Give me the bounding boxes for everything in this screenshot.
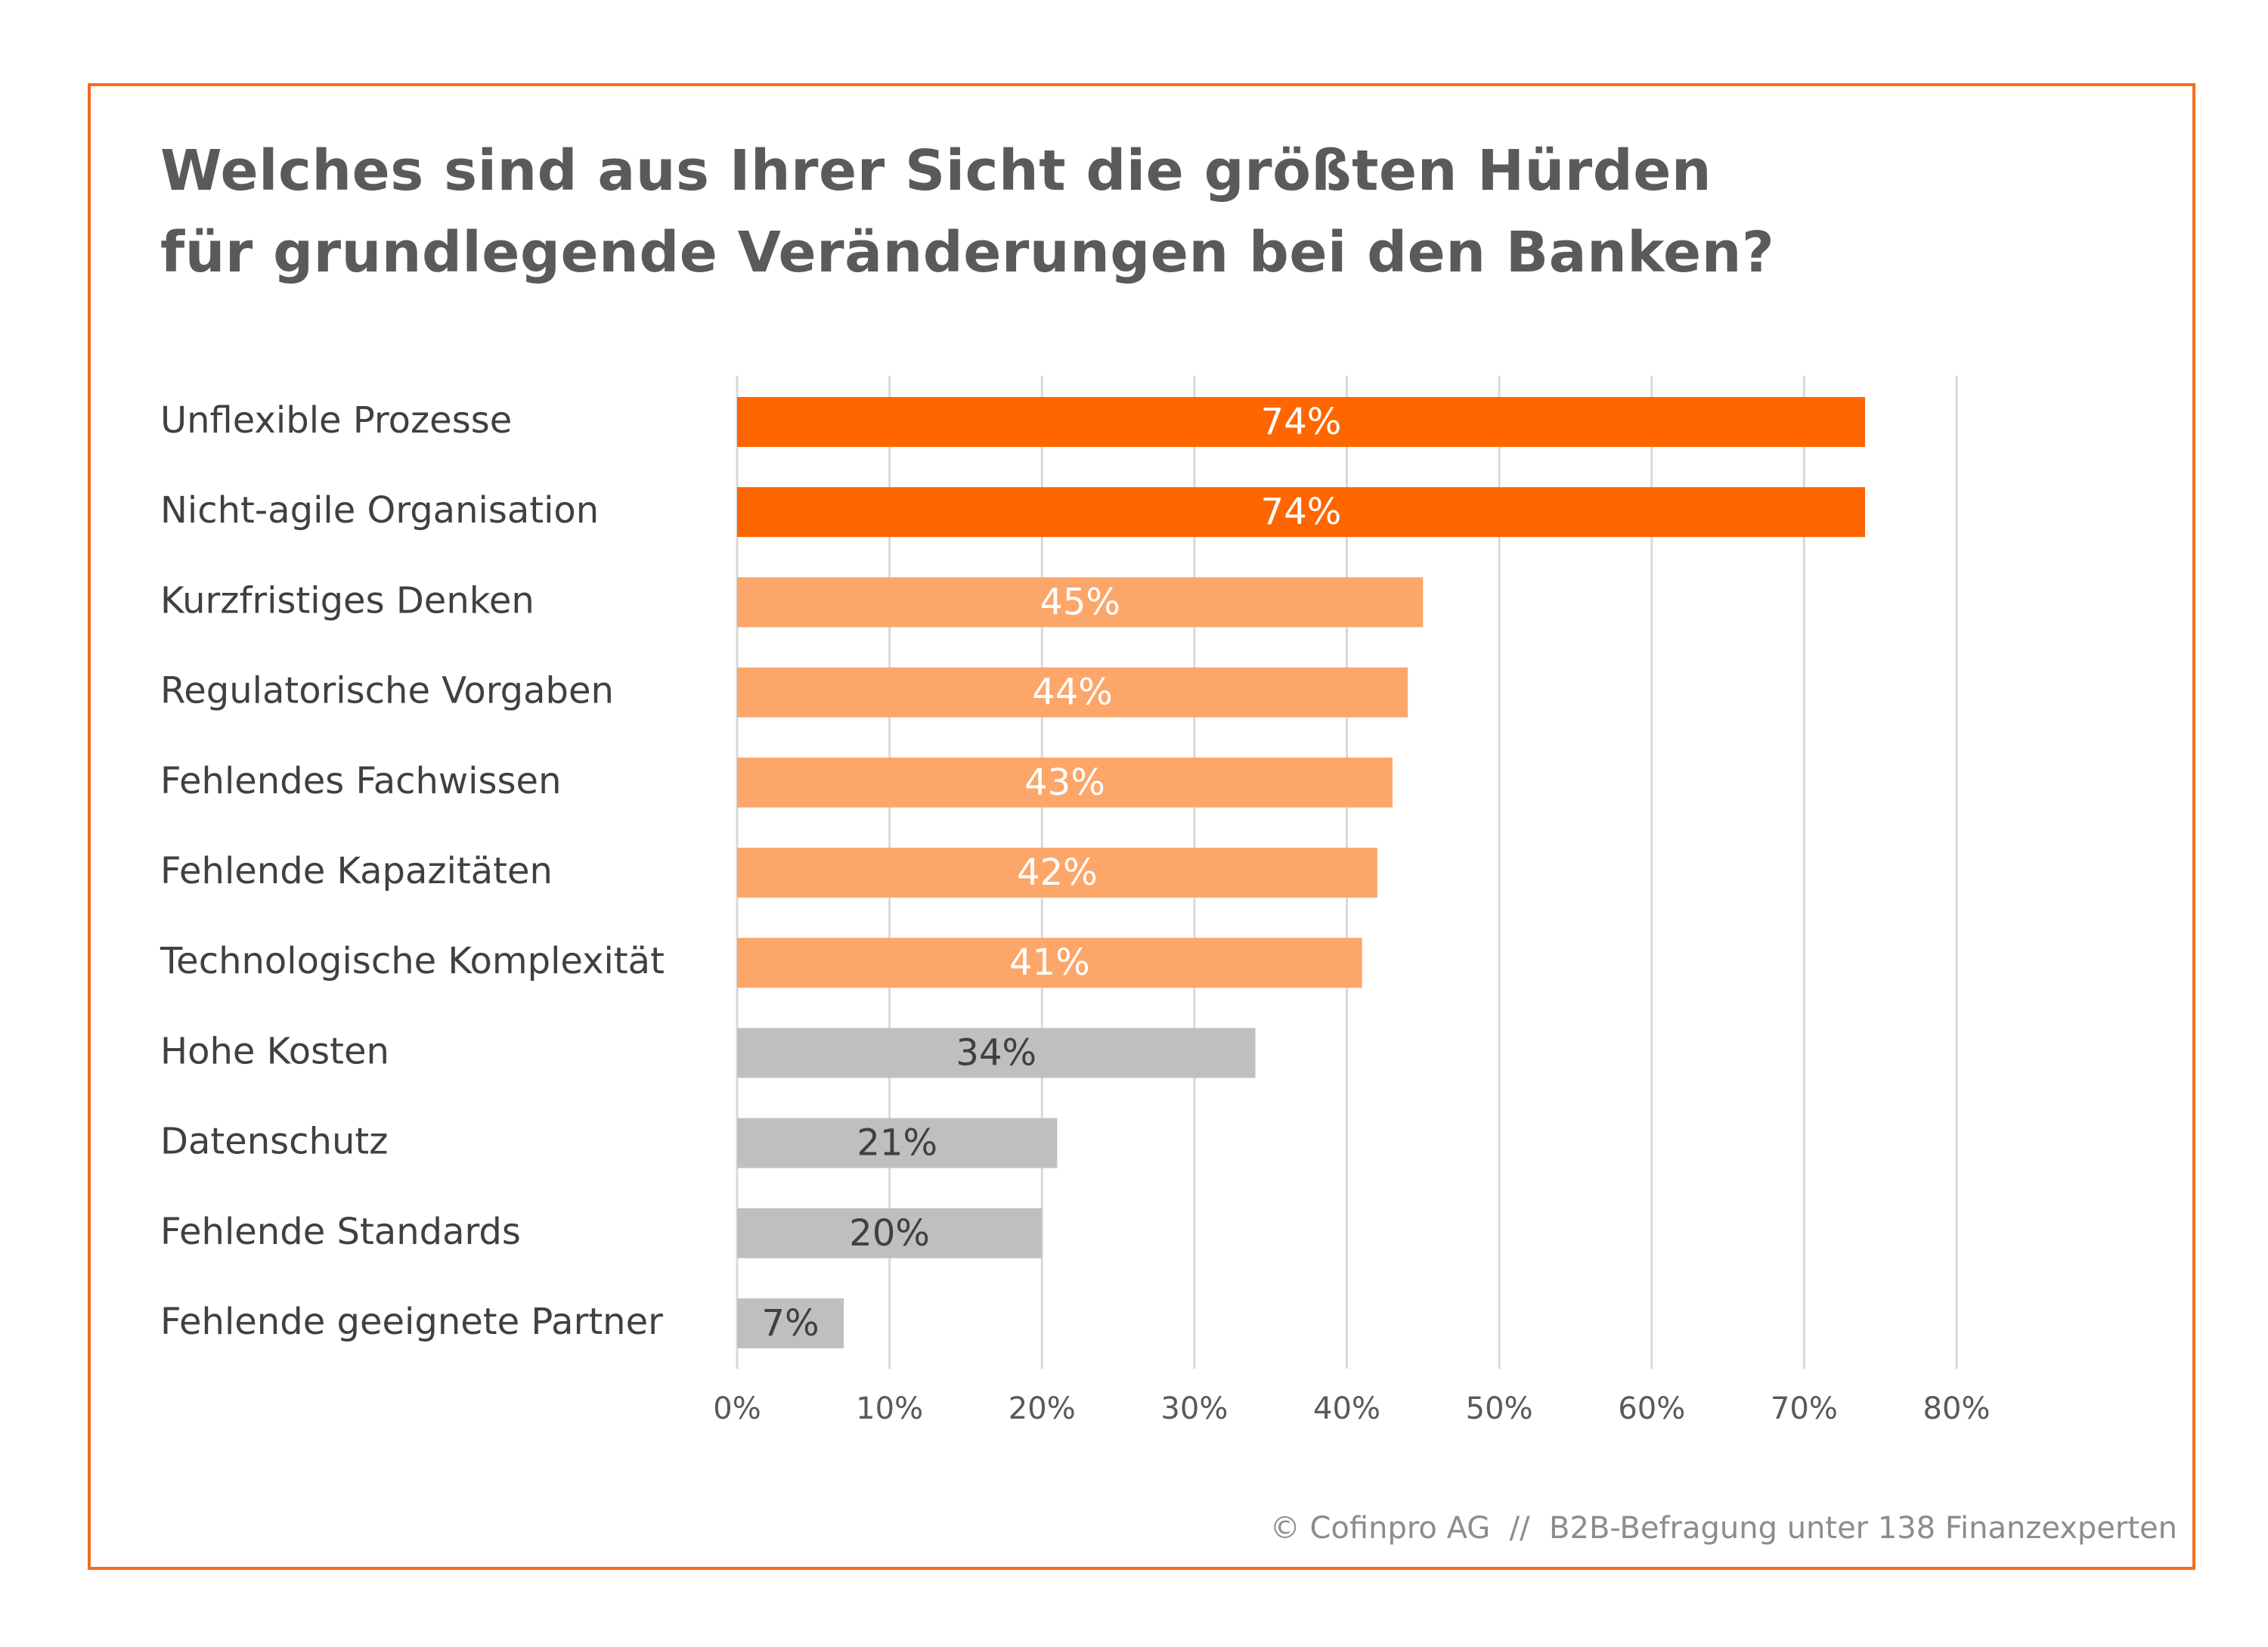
- bar: [737, 938, 1362, 988]
- x-tick-label: 50%: [1466, 1391, 1533, 1426]
- x-tick-label: 30%: [1160, 1391, 1228, 1426]
- x-tick-label: 10%: [856, 1391, 923, 1426]
- bar: [737, 1208, 1043, 1258]
- x-tick-label: 60%: [1618, 1391, 1685, 1426]
- x-tick-label: 80%: [1923, 1391, 1991, 1426]
- x-tick-label: 70%: [1771, 1391, 1838, 1426]
- category-label: Hohe Kosten: [160, 1030, 389, 1072]
- category-label: Fehlende Standards: [160, 1211, 521, 1253]
- category-label: Regulatorische Vorgaben: [160, 670, 614, 712]
- category-label: Fehlendes Fachwissen: [160, 760, 561, 802]
- chart-title: Welches sind aus Ihrer Sicht die größten…: [160, 130, 1774, 293]
- bar: [737, 848, 1377, 898]
- bar: [737, 757, 1393, 808]
- x-axis-tick-labels: 0% 10% 20% 30% 40% 50% 60% 70% 80%: [713, 1391, 1990, 1426]
- category-label: Datenschutz: [160, 1121, 388, 1163]
- category-label: Fehlende Kapazitäten: [160, 850, 553, 892]
- bar: [737, 487, 1866, 538]
- bar: [737, 1298, 844, 1348]
- chart-frame: [88, 83, 2195, 1570]
- bar-value-label: 74%: [1261, 401, 1342, 443]
- bars: [737, 397, 1866, 1348]
- bar-value-label: 44%: [1032, 672, 1113, 714]
- bar: [737, 1118, 1058, 1168]
- bar-value-label: 41%: [1009, 941, 1090, 984]
- bar: [737, 397, 1866, 447]
- bar-value-label: 42%: [1017, 851, 1098, 894]
- chart-title-line-2: für grundlegende Veränderungen bei den B…: [160, 220, 1775, 285]
- bar-value-label: 21%: [857, 1122, 937, 1165]
- category-labels: Unflexible Prozesse Nicht-agile Organisat…: [160, 399, 665, 1343]
- x-tick-label: 0%: [713, 1391, 761, 1426]
- bar: [737, 1028, 1256, 1078]
- bar-value-label: 20%: [849, 1212, 930, 1255]
- bar: [737, 667, 1408, 718]
- bar-value-labels: 74% 74% 45% 44% 43% 42% 41% 34% 21% 20% 7%: [761, 401, 1341, 1345]
- bar-value-label: 45%: [1040, 581, 1120, 623]
- chart-title-line-1: Welches sind aus Ihrer Sicht die größten…: [160, 138, 1712, 203]
- category-label: Kurzfristiges Denken: [160, 579, 534, 622]
- bar-value-label: 7%: [761, 1302, 819, 1345]
- category-label: Unflexible Prozesse: [160, 399, 512, 442]
- bar-value-label: 74%: [1261, 491, 1342, 533]
- category-label: Technologische Komplexität: [160, 940, 665, 982]
- x-tick-label: 20%: [1009, 1391, 1076, 1426]
- footer-credit: © Cofinpro AG // B2B-Befragung unter 138…: [1269, 1511, 2177, 1546]
- bar: [737, 577, 1424, 628]
- category-label: Fehlende geeignete Partner: [160, 1301, 663, 1343]
- bar-value-label: 43%: [1024, 761, 1105, 804]
- x-tick-label: 40%: [1313, 1391, 1380, 1426]
- bar-value-label: 34%: [956, 1031, 1036, 1074]
- category-label: Nicht-agile Organisation: [160, 489, 599, 532]
